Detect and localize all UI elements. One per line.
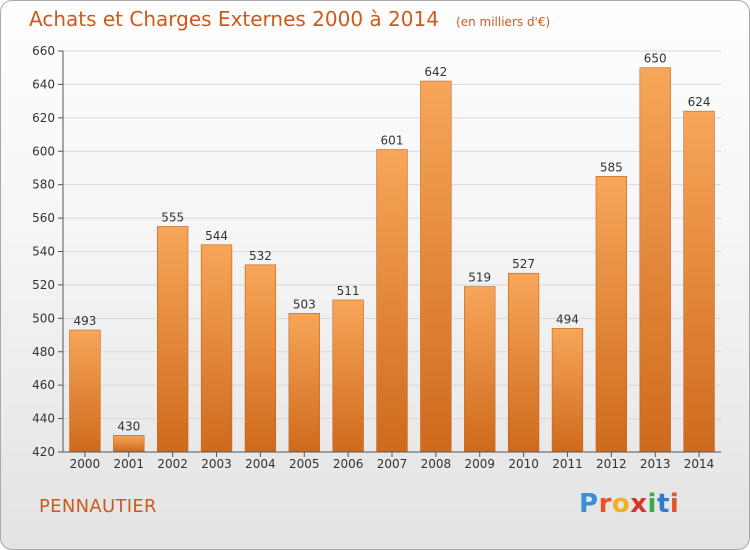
y-tick-label: 640 [32, 77, 55, 91]
bar-2013 [639, 67, 671, 453]
bar-2010 [507, 272, 540, 453]
bar-value-label: 624 [688, 95, 711, 109]
x-tick-label: 2004 [245, 457, 276, 471]
y-tick-label: 600 [32, 144, 55, 158]
bar-2005 [288, 313, 320, 453]
bar-2014 [683, 110, 715, 453]
bar-value-label: 532 [249, 249, 272, 263]
title-block: Achats et Charges Externes 2000 à 2014 (… [29, 7, 550, 31]
brand-letter: i [669, 489, 680, 519]
bar-2000 [69, 329, 101, 453]
x-tick-label: 2006 [333, 457, 364, 471]
x-tick-label: 2010 [508, 457, 539, 471]
bar-value-label: 601 [381, 134, 404, 148]
y-tick-label: 520 [32, 278, 55, 292]
x-tick-label: 2011 [552, 457, 583, 471]
bar-value-label: 493 [73, 314, 96, 328]
x-tick-label: 2009 [464, 457, 495, 471]
bars [69, 67, 715, 453]
y-tick-label: 660 [32, 44, 55, 58]
x-tick-label: 2003 [201, 457, 232, 471]
x-tick-label: 2000 [70, 457, 101, 471]
x-tick-label: 2014 [684, 457, 715, 471]
y-tick-label: 500 [32, 311, 55, 325]
x-tick-label: 2008 [421, 457, 452, 471]
bar-value-label: 642 [424, 65, 447, 79]
bar-value-label: 650 [644, 52, 667, 66]
bar-value-label: 555 [161, 210, 184, 224]
y-tick-label: 480 [32, 345, 55, 359]
x-tick-label: 2005 [289, 457, 320, 471]
brand-letter: x [630, 489, 648, 519]
bar-2009 [464, 286, 496, 453]
y-tick-label: 560 [32, 211, 55, 225]
bar-value-label: 585 [600, 160, 623, 174]
bar-value-label: 503 [293, 297, 316, 311]
x-tick-label: 2013 [640, 457, 671, 471]
brand-letter: i [647, 489, 657, 519]
bar-value-label: 519 [468, 271, 491, 285]
location-label: PENNAUTIER [39, 496, 157, 517]
bar-2007 [376, 149, 408, 453]
x-tick-label: 2012 [596, 457, 627, 471]
y-tick-label: 620 [32, 111, 55, 125]
y-tick-label: 580 [32, 178, 55, 192]
brand-letter: r [598, 489, 612, 519]
bar-2002 [157, 226, 189, 453]
y-tick-label: 460 [32, 378, 55, 392]
y-tick-label: 440 [32, 412, 55, 426]
bar-value-label: 527 [512, 257, 535, 271]
bar-2003 [200, 244, 233, 453]
bar-2011 [551, 328, 584, 453]
bar-2012 [595, 176, 627, 453]
brand-letter: t [656, 489, 670, 519]
x-tick-label: 2007 [377, 457, 408, 471]
y-tick-label: 540 [32, 245, 55, 259]
brand-logo: Proxiti [579, 489, 679, 519]
bar-2008 [420, 80, 452, 453]
y-tick-label: 420 [32, 445, 55, 459]
bar-value-label: 511 [337, 284, 360, 298]
bar-2004 [244, 264, 277, 453]
brand-letter: P [579, 489, 599, 519]
bar-2006 [332, 299, 364, 453]
chart-unit: (en milliers d'€) [456, 15, 551, 29]
bar-value-label: 494 [556, 312, 579, 326]
axes: 420 440 460 480 500 520 540 560 580 600 620 640 660 4… [32, 44, 721, 471]
chart-title: Achats et Charges Externes 2000 à 2014 [29, 7, 439, 31]
bar-value-label: 544 [205, 229, 228, 243]
bar-2001 [113, 434, 145, 453]
x-tick-label: 2001 [114, 457, 145, 471]
x-tick-label: 2002 [157, 457, 188, 471]
brand-letter: o [611, 489, 631, 519]
bar-value-label: 430 [117, 419, 140, 433]
